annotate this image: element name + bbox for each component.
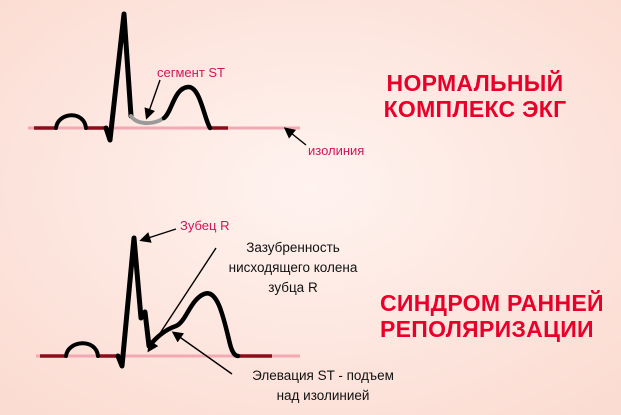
- st-elevation-label: Элевация ST - подъем над изолинией: [228, 366, 418, 406]
- notch-label-line1: Зазубренность: [246, 240, 340, 255]
- segment-st-arrow: [144, 79, 161, 120]
- notch-label-line3: зубца R: [268, 280, 318, 295]
- normal-t-wave: [161, 84, 213, 131]
- normal-st-segment: [129, 114, 166, 125]
- st-elevation-arrow: [171, 331, 233, 375]
- normal-title-line2: КОМПЛЕКС ЭКГ: [383, 96, 567, 122]
- normal-ecg-title: НОРМАЛЬНЫЙ КОМПЛЕКС ЭКГ: [380, 70, 570, 122]
- early-repolarization-title: СИНДРОМ РАННЕЙ РЕПОЛЯРИЗАЦИИ: [380, 290, 604, 342]
- notch-label: Зазубренность нисходящего колена зубца R: [218, 238, 368, 298]
- normal-title-line1: НОРМАЛЬНЫЙ: [386, 70, 564, 96]
- early-title-line2: РЕПОЛЯРИЗАЦИИ: [380, 316, 594, 342]
- normal-qrs-complex: [103, 11, 134, 143]
- normal-ecg-group: [28, 11, 307, 146]
- early-qrs-complex: [115, 235, 152, 369]
- notch-arrow: [147, 247, 217, 353]
- r-wave-label: Зубец R: [180, 218, 230, 233]
- early-repolarization-ecg-group: [36, 228, 300, 375]
- r-wave-arrow: [139, 228, 177, 243]
- early-title-line1: СИНДРОМ РАННЕЙ: [380, 290, 604, 316]
- isoline-label: изолиния: [308, 143, 365, 158]
- early-p-wave: [64, 341, 100, 358]
- normal-p-wave: [54, 113, 88, 130]
- early-st-t-wave: [146, 291, 241, 359]
- st-elevation-label-line2: над изолинией: [276, 388, 370, 403]
- st-elevation-label-line1: Элевация ST - подъем: [252, 368, 394, 383]
- segment-st-label: сегмент ST: [157, 65, 225, 80]
- isoline-arrow: [283, 127, 307, 146]
- notch-label-line2: нисходящего колена: [228, 260, 358, 275]
